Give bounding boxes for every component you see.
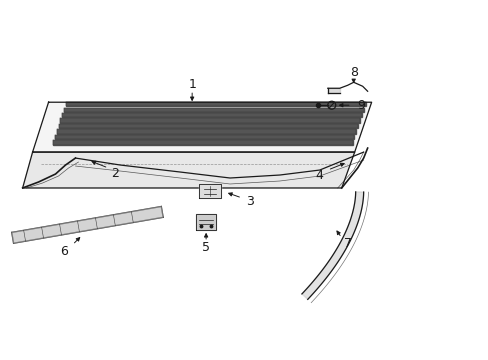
Text: 5: 5 (202, 241, 210, 254)
Text: 2: 2 (111, 167, 119, 180)
Polygon shape (62, 113, 361, 117)
Text: 9: 9 (357, 99, 365, 112)
Polygon shape (55, 135, 354, 139)
Polygon shape (63, 108, 363, 112)
Polygon shape (53, 140, 352, 145)
Polygon shape (33, 102, 371, 152)
Text: 3: 3 (245, 195, 253, 208)
Polygon shape (59, 124, 357, 129)
Text: 6: 6 (61, 245, 68, 258)
Text: 1: 1 (188, 78, 196, 91)
Text: 4: 4 (315, 168, 323, 181)
Polygon shape (57, 130, 356, 134)
Polygon shape (60, 118, 359, 123)
Polygon shape (199, 184, 221, 198)
Polygon shape (65, 102, 365, 107)
Text: 7: 7 (343, 237, 351, 250)
Polygon shape (196, 214, 216, 230)
Text: 8: 8 (349, 66, 357, 79)
Polygon shape (327, 88, 339, 93)
Polygon shape (22, 152, 354, 188)
Polygon shape (301, 192, 363, 300)
Polygon shape (12, 207, 163, 243)
